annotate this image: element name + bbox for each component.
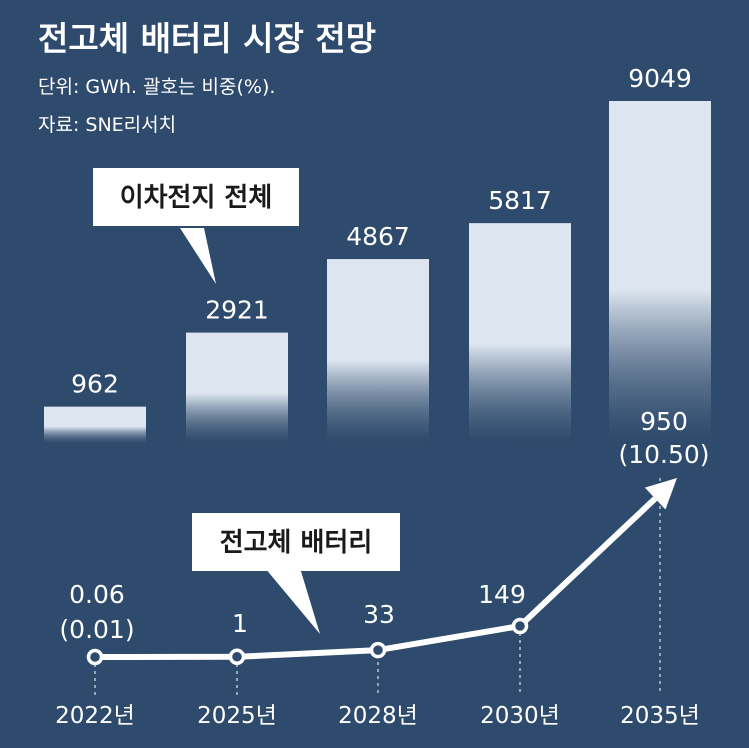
source-note: 자료: SNE리서치 xyxy=(38,114,176,136)
callout-solid-state-box xyxy=(192,513,400,571)
year-label-3: 2030년 xyxy=(480,703,560,729)
line-value-label-0: 0.06 xyxy=(69,580,125,609)
bar-value-label-0: 962 xyxy=(71,370,119,399)
line-share-label-0: (0.01) xyxy=(59,615,134,644)
bar-series: 962 2921 4867 5817 9049 xyxy=(44,64,711,443)
year-label-2: 2028년 xyxy=(338,703,418,729)
bar-value-label-1: 2921 xyxy=(205,296,269,325)
bar-2 xyxy=(327,259,429,443)
year-label-0: 2022년 xyxy=(55,703,135,729)
bar-3 xyxy=(469,223,571,443)
callout-solid-state-label: 전고체 배터리 xyxy=(220,528,373,558)
line-path xyxy=(94,623,521,660)
callout-total-box xyxy=(93,168,299,226)
callout-solid-state: 전고체 배터리 xyxy=(192,513,400,634)
bar-1 xyxy=(186,332,288,443)
chart-title: 전고체 배터리 시장 전망 xyxy=(38,19,376,58)
line-value-label-4: 950 xyxy=(640,407,688,436)
bar-4 xyxy=(609,101,711,443)
callout-total-pointer xyxy=(180,228,216,284)
unit-note: 단위: GWh. 괄호는 비중(%). xyxy=(38,76,275,98)
year-label-1: 2025년 xyxy=(197,703,277,729)
bar-value-label-2: 4867 xyxy=(346,222,410,251)
line-series: 0.06 (0.01) 1 33 149 950 (10.50) xyxy=(59,407,710,666)
line-arrow-shaft xyxy=(517,496,658,629)
callout-total: 이차전지 전체 xyxy=(93,168,299,284)
line-value-label-2: 33 xyxy=(363,600,395,629)
callout-total-label: 이차전지 전체 xyxy=(120,183,273,213)
bar-0 xyxy=(44,406,146,443)
line-value-label-1: 1 xyxy=(232,609,248,638)
bar-value-label-4: 9049 xyxy=(628,64,692,93)
year-guides: 2022년 2025년 2028년 2030년 2035년 xyxy=(55,478,700,729)
callout-solid-state-pointer xyxy=(265,568,320,634)
line-point-3 xyxy=(511,617,529,635)
line-point-2 xyxy=(369,641,387,659)
year-label-4: 2035년 xyxy=(620,703,700,729)
line-point-1 xyxy=(228,648,246,666)
line-share-label-4: (10.50) xyxy=(618,440,709,469)
line-point-0 xyxy=(86,648,104,666)
bar-value-label-3: 5817 xyxy=(488,186,552,215)
line-arrow-head xyxy=(644,478,677,510)
line-value-label-3: 149 xyxy=(478,580,526,609)
